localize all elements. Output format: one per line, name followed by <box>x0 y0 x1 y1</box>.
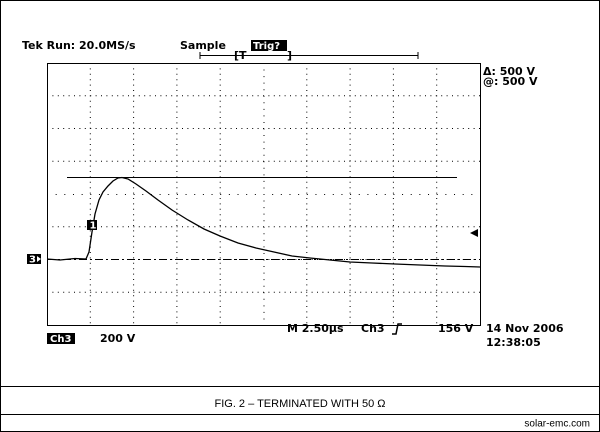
channel-arrow <box>37 256 41 262</box>
abs-readout: @: 500 V <box>483 75 538 88</box>
date: 14 Nov 2006 <box>486 322 564 335</box>
trigger-marker: [T <box>234 49 247 62</box>
channel-marker: 3 <box>29 255 36 266</box>
delta-readout: Δ: 500 V <box>483 65 536 78</box>
trigger-level: 156 V <box>438 322 474 335</box>
time: 12:38:05 <box>486 336 541 349</box>
slope-icon <box>392 323 402 335</box>
trig-status: Trig? <box>253 41 280 52</box>
acq-mode: Sample <box>180 39 226 52</box>
trigger-level-arrow <box>470 229 478 237</box>
cursor-marker-box <box>87 220 97 230</box>
channel-scale: 200 V <box>100 332 136 345</box>
channel-label: Ch3 <box>50 334 71 345</box>
cursor-marker: 1 <box>90 221 97 232</box>
channel-marker-box <box>27 254 41 264</box>
run-status: Tek Run: 20.0MS/s <box>22 39 136 52</box>
caption: FIG. 2 – TERMINATED WITH 50 Ω <box>214 398 385 410</box>
channel-box <box>47 333 75 344</box>
source: solar-emc.com <box>524 419 590 430</box>
graticule <box>47 63 481 326</box>
trigger-marker: ] <box>287 49 292 62</box>
timebase: M 2.50µs <box>287 322 344 335</box>
trig-box <box>251 40 287 51</box>
trigger-source: Ch3 <box>361 322 385 335</box>
